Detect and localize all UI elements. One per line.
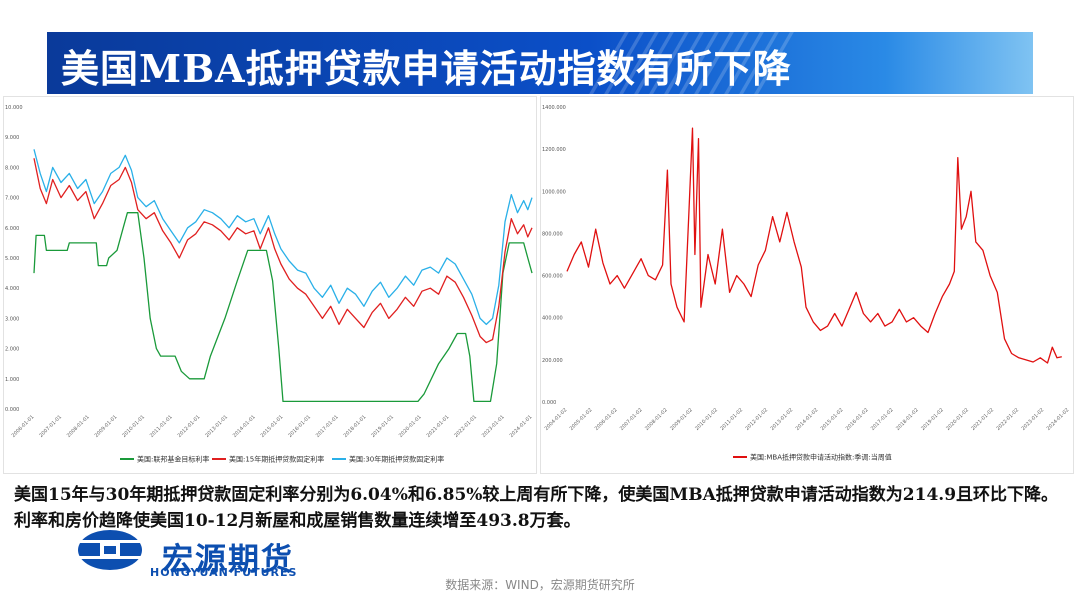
x-tick-label: 2012-01-02 [744, 407, 769, 432]
x-tick-label: 2017-01-01 [315, 414, 340, 439]
x-tick-label: 2015-01-02 [820, 407, 845, 432]
x-tick-label: 2008-01-02 [644, 407, 669, 432]
series-line [566, 127, 1062, 364]
logo-mark [78, 530, 142, 570]
y-tick-label: 800.000 [542, 231, 563, 237]
x-tick-label: 2018-01-01 [343, 414, 368, 439]
y-tick-label: 600.000 [542, 274, 563, 280]
y-tick-label: 1200.000 [542, 147, 566, 153]
y-tick-label: 1000.000 [542, 189, 566, 195]
series-line [33, 212, 533, 403]
y-tick-label: 200.000 [542, 358, 563, 364]
series-line [33, 158, 533, 344]
rates-chart: 0.000 1.000 2.000 3.000 4.000 5.000 6.000 7.000… [5, 105, 534, 464]
legend-label: 美国:15年期抵押贷款固定利率 [229, 455, 324, 464]
x-tick-label: 2021-01-01 [426, 414, 451, 439]
x-tick-label: 2024-01-01 [509, 414, 534, 439]
y-tick-label: 5.000 [5, 256, 19, 262]
x-tick-label: 2004-01-02 [544, 407, 569, 432]
x-tick-label: 2020-01-01 [398, 414, 423, 439]
x-tick-label: 2007-01-01 [38, 414, 63, 439]
x-tick-label: 2009-01-01 [94, 414, 119, 439]
x-tick-label: 2009-01-02 [669, 407, 694, 432]
x-tick-label: 2019-01-02 [920, 407, 945, 432]
y-tick-label: 9.000 [5, 135, 19, 141]
y-tick-label: 6.000 [5, 226, 19, 232]
y-tick-label: 8.000 [5, 165, 19, 171]
company-logo [78, 530, 142, 570]
x-tick-label: 2007-01-02 [619, 407, 644, 432]
x-tick-label: 2012-01-01 [177, 414, 202, 439]
y-tick-label: 1.000 [5, 377, 19, 383]
x-tick-label: 2011-01-02 [719, 407, 744, 432]
x-tick-label: 2023-01-02 [1021, 407, 1046, 432]
rates-chart-panel: 0.000 1.000 2.000 3.000 4.000 5.000 6.000 7.000… [3, 96, 537, 474]
x-tick-label: 2016-01-01 [287, 414, 312, 439]
logo-text-cn: 宏源期货 [162, 542, 294, 578]
x-tick-label: 2020-01-02 [945, 407, 970, 432]
x-tick-label: 2013-01-01 [204, 414, 229, 439]
y-tick-label: 3.000 [5, 316, 19, 322]
x-tick-label: 2022-01-02 [995, 407, 1020, 432]
y-tick-label: 2.000 [5, 347, 19, 353]
x-tick-label: 2018-01-02 [895, 407, 920, 432]
mba-index-chart: 0.000 200.000 400.000 600.000 800.000 1000.00… [542, 105, 1071, 462]
x-tick-label: 2013-01-02 [770, 407, 795, 432]
y-tick-label: 400.000 [542, 316, 563, 322]
x-tick-label: 2017-01-02 [870, 407, 895, 432]
y-tick-label: 7.000 [5, 196, 19, 202]
page-title: 美国MBA抵押贷款申请活动指数有所下降 [61, 46, 792, 91]
x-tick-label: 2021-01-02 [970, 407, 995, 432]
legend-label: 美国:MBA抵押贷款申请活动指数:季调:当周值 [750, 453, 892, 462]
title-banner: 美国MBA抵押贷款申请活动指数有所下降 [47, 32, 1033, 94]
legend-label: 美国:30年期抵押贷款固定利率 [349, 455, 444, 464]
x-tick-label: 2006-01-02 [594, 407, 619, 432]
x-tick-label: 2008-01-01 [66, 414, 91, 439]
x-tick-label: 2014-01-02 [795, 407, 820, 432]
series-line [33, 149, 533, 326]
x-tick-label: 2011-01-01 [149, 414, 174, 439]
logo-text-en: HONGYUAN FUTURES [150, 566, 298, 579]
y-tick-label: 4.000 [5, 286, 19, 292]
y-tick-label: 1400.000 [542, 105, 566, 111]
x-tick-label: 2016-01-02 [845, 407, 870, 432]
summary-text: 美国15年与30年期抵押贷款固定利率分别为6.04%和6.85%较上周有所下降，… [14, 485, 1059, 531]
x-tick-label: 2019-01-01 [370, 414, 395, 439]
legend-label: 美国:联邦基金目标利率 [137, 455, 209, 464]
mba-index-chart-panel: 0.000 200.000 400.000 600.000 800.000 1000.00… [540, 96, 1074, 474]
x-tick-label: 2023-01-01 [481, 414, 506, 439]
x-tick-label: 2010-01-01 [121, 414, 146, 439]
y-tick-label: 0.000 [5, 407, 19, 413]
x-tick-label: 2022-01-01 [453, 414, 478, 439]
x-tick-label: 2015-01-01 [260, 414, 285, 439]
y-tick-label: 0.000 [542, 400, 556, 406]
x-tick-label: 2010-01-02 [694, 407, 719, 432]
x-tick-label: 2014-01-01 [232, 414, 257, 439]
y-tick-label: 10.000 [5, 105, 23, 111]
data-source-note: 数据来源：WIND，宏源期货研究所 [445, 578, 635, 592]
x-tick-label: 2005-01-02 [569, 407, 594, 432]
x-tick-label: 2024-01-02 [1046, 407, 1071, 432]
x-tick-label: 2006-01-01 [11, 414, 36, 439]
